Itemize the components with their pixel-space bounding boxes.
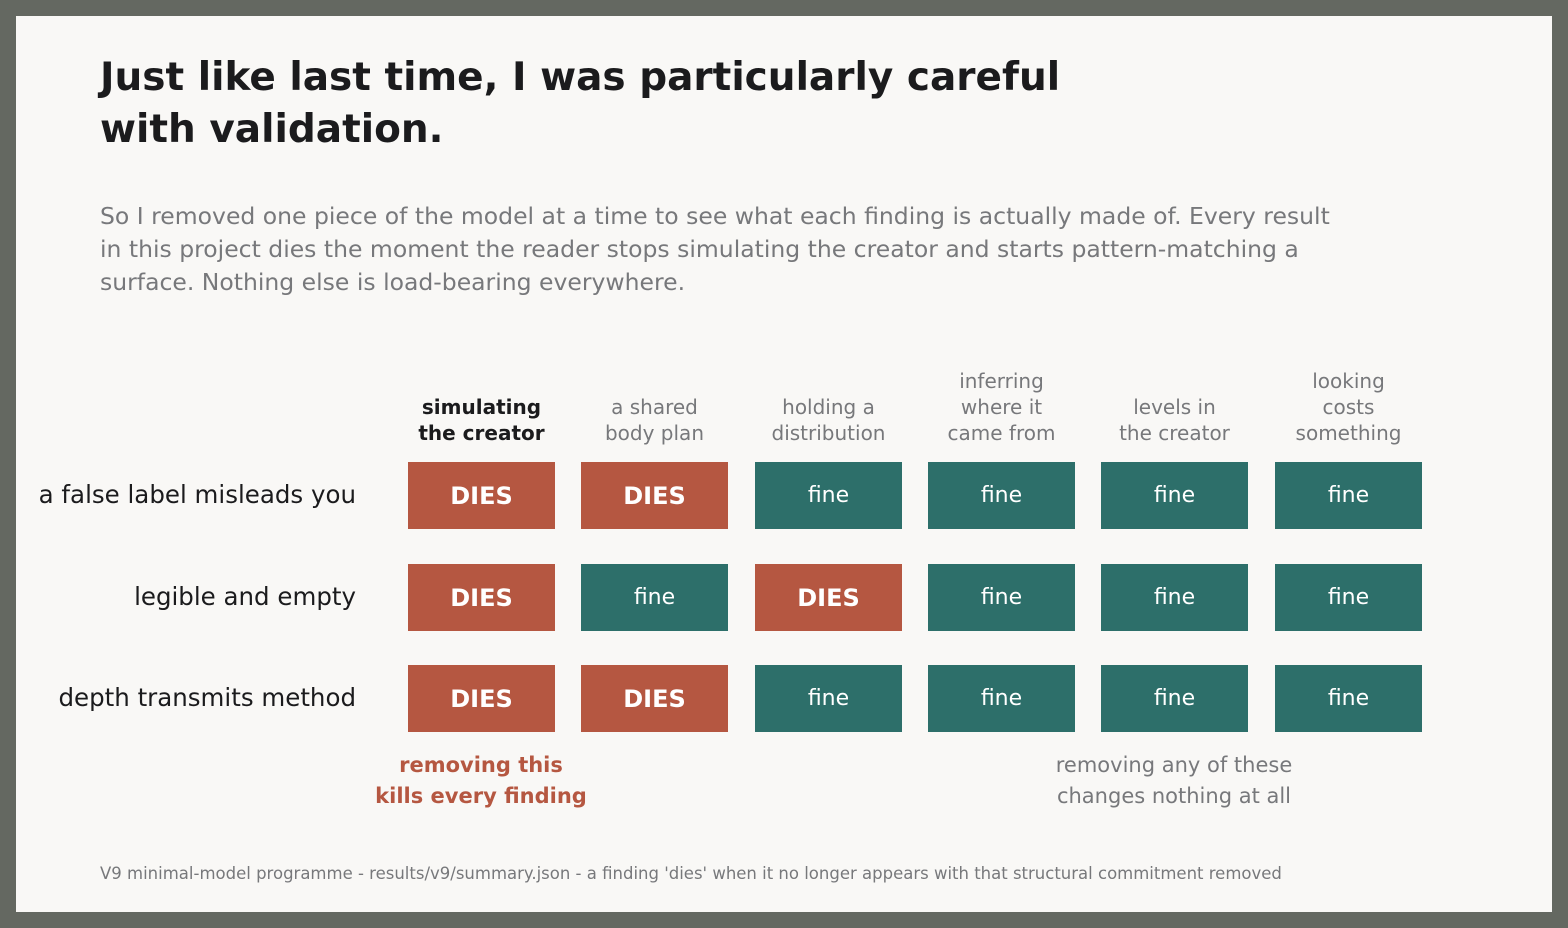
- column-header-line: something: [1295, 421, 1402, 445]
- result-cell: fine: [1275, 665, 1422, 732]
- result-cell: DIES: [408, 462, 555, 529]
- column-header: simulating the creator: [397, 394, 567, 446]
- column-header: levels in the creator: [1090, 394, 1260, 446]
- result-cell: DIES: [581, 462, 728, 529]
- column-header-line: simulating: [421, 395, 542, 419]
- result-cell: fine: [928, 564, 1075, 631]
- result-cell: fine: [1101, 462, 1248, 529]
- column-header-line: came from: [947, 421, 1056, 445]
- column-header-line: the creator: [1119, 421, 1230, 445]
- column-header: looking costs something: [1264, 368, 1434, 446]
- column-header: inferring where it came from: [917, 368, 1087, 446]
- column-header-line: costs: [1322, 395, 1375, 419]
- column-header-line: where it: [960, 395, 1043, 419]
- result-cell: fine: [755, 462, 902, 529]
- result-cell: fine: [1275, 462, 1422, 529]
- row-label: a false label misleads you: [38, 480, 356, 509]
- annotation-right-line: changes nothing at all: [1056, 784, 1292, 808]
- result-cell: fine: [928, 665, 1075, 732]
- column-header-line: looking: [1312, 369, 1385, 393]
- page-title: Just like last time, I was particularly …: [100, 55, 1061, 152]
- result-cell: fine: [755, 665, 902, 732]
- column-header-line: distribution: [771, 421, 886, 445]
- annotation-right-line: removing any of these: [1055, 753, 1293, 777]
- result-cell: fine: [1101, 665, 1248, 732]
- result-cell: DIES: [408, 665, 555, 732]
- footer-note: V9 minimal-model programme - results/v9/…: [100, 864, 1282, 883]
- column-header: holding a distribution: [744, 394, 914, 446]
- annotation-left-line: kills every finding: [375, 784, 587, 808]
- result-cell: fine: [1275, 564, 1422, 631]
- slide-panel: Just like last time, I was particularly …: [16, 16, 1552, 912]
- column-header: a shared body plan: [570, 394, 740, 446]
- row-label: legible and empty: [134, 582, 356, 611]
- result-cell: DIES: [581, 665, 728, 732]
- result-cell: DIES: [755, 564, 902, 631]
- result-cell: fine: [581, 564, 728, 631]
- row-label: depth transmits method: [58, 683, 356, 712]
- column-header-line: inferring: [959, 369, 1044, 393]
- page-subtitle: So I removed one piece of the model at a…: [100, 202, 1330, 296]
- result-cell: DIES: [408, 564, 555, 631]
- annotation-right: removing any of these changes nothing at…: [1024, 750, 1324, 812]
- result-cell: fine: [1101, 564, 1248, 631]
- column-header-line: levels in: [1133, 395, 1216, 419]
- column-header-line: the creator: [418, 421, 545, 445]
- column-header-line: holding a: [782, 395, 875, 419]
- annotation-left: removing this kills every finding: [361, 750, 601, 812]
- annotation-left-line: removing this: [399, 753, 563, 777]
- column-header-line: body plan: [604, 421, 704, 445]
- column-header-line: a shared: [611, 395, 698, 419]
- result-cell: fine: [928, 462, 1075, 529]
